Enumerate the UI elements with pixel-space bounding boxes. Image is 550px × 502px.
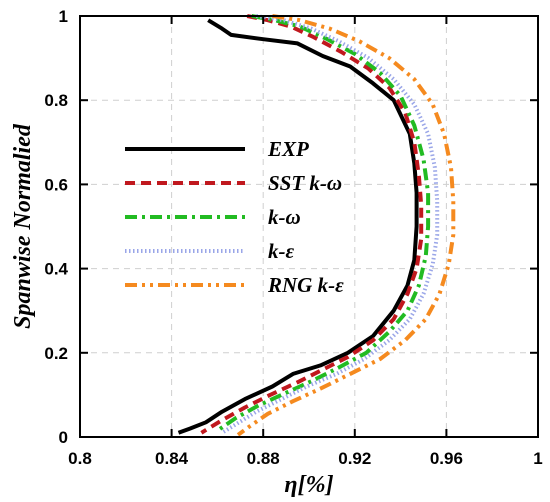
x-tick-label: 0.84 — [155, 449, 189, 468]
y-axis-title: Spanwise Normalied — [10, 123, 36, 329]
series-line-2 — [216, 14, 431, 433]
x-tick-label: 0.88 — [247, 449, 280, 468]
series-line-0 — [177, 18, 419, 435]
legend: EXP SST k-ω k-ω k-ε RNG k-ε — [125, 137, 344, 297]
series-group — [177, 14, 456, 437]
x-tick-label: 1 — [533, 449, 542, 468]
axis-ticks: 0.8 0.84 0.88 0.92 0.96 1 0 0.2 0.4 0.6 0.8 1 — [44, 7, 542, 468]
y-tick-label: 1 — [59, 7, 68, 26]
legend-label-4: RNG k-ε — [267, 273, 344, 297]
x-tick-label: 0.8 — [68, 449, 92, 468]
legend-label-2: k-ω — [268, 205, 301, 229]
legend-label-3: k-ε — [268, 239, 294, 263]
x-tick-label: 0.96 — [430, 449, 463, 468]
y-tick-label: 0.4 — [44, 260, 68, 279]
series-line-3 — [220, 14, 440, 435]
legend-label-1: SST k-ω — [268, 171, 342, 195]
y-tick-label: 0 — [59, 428, 68, 447]
series-line-1 — [200, 14, 424, 435]
y-tick-label: 0.8 — [44, 91, 68, 110]
y-tick-label: 0.2 — [44, 344, 68, 363]
grid-lines — [80, 16, 538, 437]
x-tick-label: 0.92 — [338, 449, 371, 468]
y-tick-label: 0.6 — [44, 175, 68, 194]
series-line-4 — [236, 14, 456, 437]
legend-label-0: EXP — [267, 137, 309, 161]
x-axis-title: η[%] — [284, 472, 333, 498]
plot-frame — [79, 15, 539, 438]
